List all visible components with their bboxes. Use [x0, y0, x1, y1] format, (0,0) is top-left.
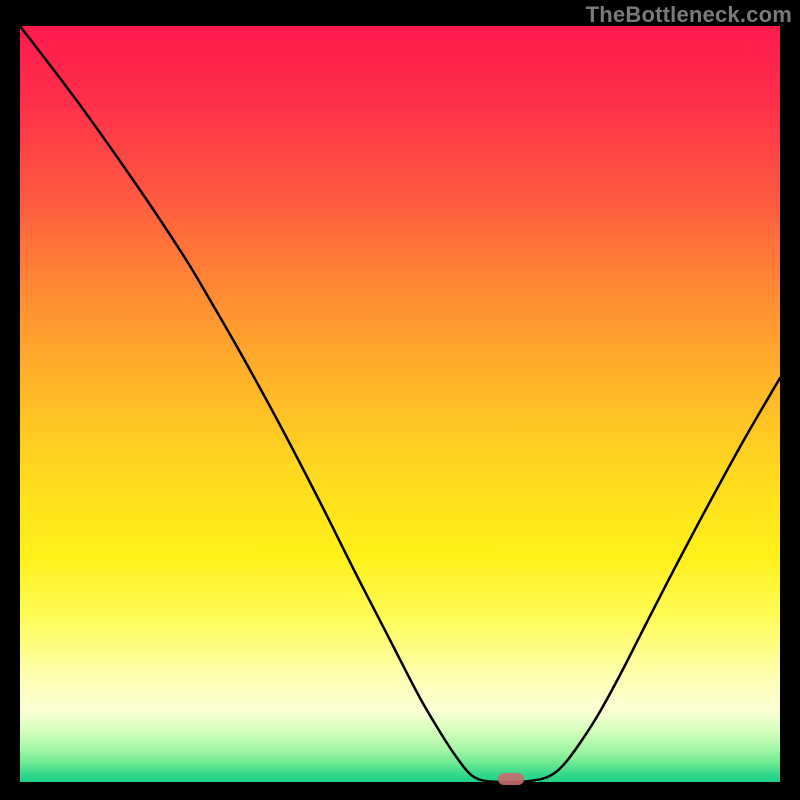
- bottleneck-chart: [0, 0, 800, 800]
- gradient-plot-area: [20, 26, 780, 782]
- optimal-marker: [498, 773, 524, 785]
- chart-stage: TheBottleneck.com: [0, 0, 800, 800]
- watermark-text: TheBottleneck.com: [586, 2, 792, 28]
